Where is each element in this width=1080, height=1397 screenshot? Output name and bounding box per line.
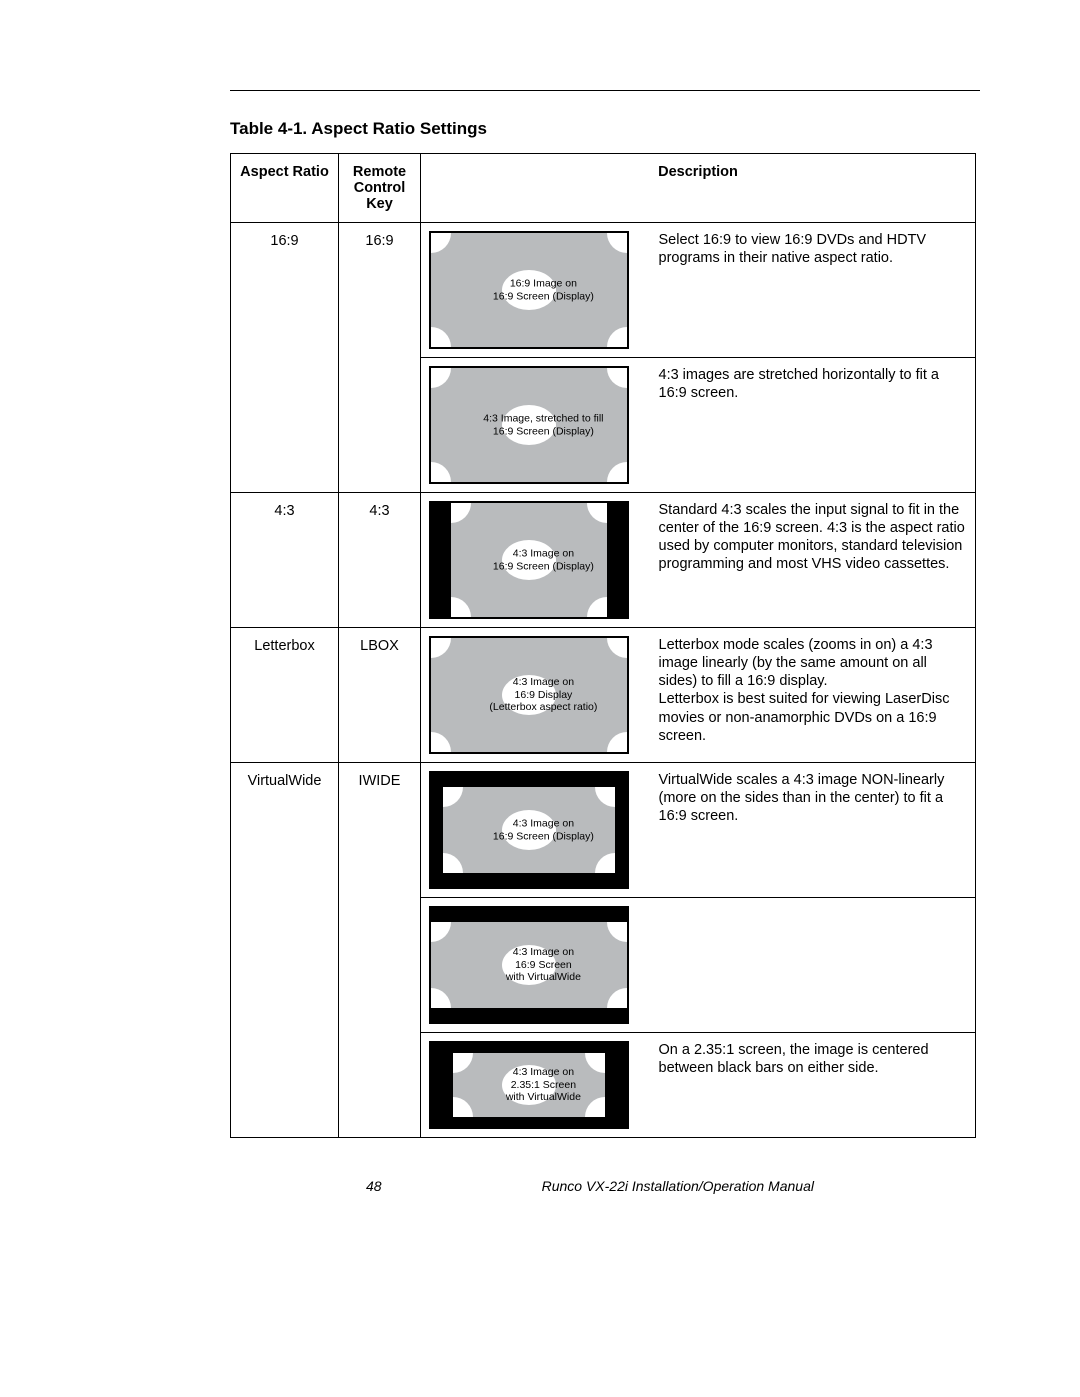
cell-description: Letterbox mode scales (zooms in on) a 4:… [651,628,976,763]
aspect-ratio-table: Aspect Ratio Remote Control Key Descript… [230,153,976,1138]
table-title-row: Table 4-1. Aspect Ratio Settings [230,119,980,139]
page-footer: 48 Runco VX-22i Installation/Operation M… [200,1178,980,1194]
aspect-diagram: 16:9 Image on16:9 Screen (Display) [429,231,629,349]
table-row: 4:34:3 4:3 Image on16:9 Screen (Display) S… [231,493,976,628]
cell-remote-key: IWIDE [339,763,421,1138]
cell-diagram: 4:3 Image on16:9 Screenwith VirtualWide [421,898,651,1033]
header-remote-key: Remote Control Key [339,154,421,223]
table-row: LetterboxLBOX 4:3 Image on16:9 Display(Le… [231,628,976,763]
aspect-diagram: 4:3 Image on16:9 Display(Letterbox aspec… [429,636,629,754]
cell-remote-key: 16:9 [339,223,421,493]
diagram-caption: 16:9 Image on16:9 Screen (Display) [471,277,615,302]
cell-description: On a 2.35:1 screen, the image is centere… [651,1033,976,1138]
cell-description: Select 16:9 to view 16:9 DVDs and HDTV p… [651,223,976,358]
cell-remote-key: LBOX [339,628,421,763]
top-rule [230,90,980,91]
aspect-diagram: 4:3 Image on16:9 Screen (Display) [429,771,629,889]
cell-diagram: 4:3 Image on16:9 Screen (Display) [421,763,651,898]
cell-remote-key: 4:3 [339,493,421,628]
cell-diagram: 4:3 Image on2.35:1 Screenwith VirtualWid… [421,1033,651,1138]
diagram-caption: 4:3 Image on2.35:1 Screenwith VirtualWid… [471,1066,615,1104]
cell-aspect-ratio: 4:3 [231,493,339,628]
cell-description [651,898,976,1033]
diagram-caption: 4:3 Image on16:9 Screenwith VirtualWide [471,946,615,984]
cell-description: 4:3 images are stretched horizontally to… [651,358,976,493]
cell-diagram: 4:3 Image, stretched to fill16:9 Screen … [421,358,651,493]
cell-aspect-ratio: Letterbox [231,628,339,763]
header-description: Description [421,154,976,223]
diagram-caption: 4:3 Image, stretched to fill16:9 Screen … [471,412,615,437]
table-title: Table 4-1. Aspect Ratio Settings [230,119,487,138]
table-header-row: Aspect Ratio Remote Control Key Descript… [231,154,976,223]
cell-diagram: 16:9 Image on16:9 Screen (Display) [421,223,651,358]
cell-description: VirtualWide scales a 4:3 image NON-linea… [651,763,976,898]
diagram-caption: 4:3 Image on16:9 Screen (Display) [471,547,615,572]
header-aspect-ratio: Aspect Ratio [231,154,339,223]
cell-diagram: 4:3 Image on16:9 Display(Letterbox aspec… [421,628,651,763]
aspect-diagram: 4:3 Image on16:9 Screenwith VirtualWide [429,906,629,1024]
cell-description: Standard 4:3 scales the input signal to … [651,493,976,628]
aspect-diagram: 4:3 Image on16:9 Screen (Display) [429,501,629,619]
diagram-caption: 4:3 Image on16:9 Display(Letterbox aspec… [471,676,615,714]
manual-page: Table 4-1. Aspect Ratio Settings Aspect … [0,0,1080,1244]
table-row: VirtualWideIWIDE4:3 Image on16:9 Screen … [231,763,976,898]
aspect-diagram: 4:3 Image on2.35:1 Screenwith VirtualWid… [429,1041,629,1129]
table-row: 16:916:916:9 Image on16:9 Screen (Displa… [231,223,976,358]
cell-diagram: 4:3 Image on16:9 Screen (Display) [421,493,651,628]
diagram-caption: 4:3 Image on16:9 Screen (Display) [471,817,615,842]
cell-aspect-ratio: 16:9 [231,223,339,493]
cell-aspect-ratio: VirtualWide [231,763,339,1138]
manual-title: Runco VX-22i Installation/Operation Manu… [542,1178,814,1194]
page-number: 48 [366,1178,382,1194]
aspect-diagram: 4:3 Image, stretched to fill16:9 Screen … [429,366,629,484]
